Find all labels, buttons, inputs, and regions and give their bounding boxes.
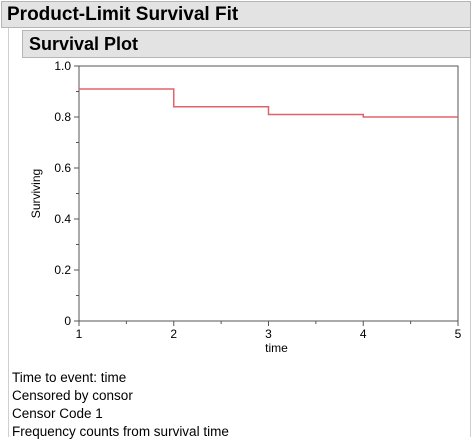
survival-plot-title: Survival Plot <box>29 34 139 54</box>
survival-plot-header[interactable]: Survival Plot <box>22 30 471 58</box>
x-tick-label: 5 <box>455 327 462 341</box>
y-tick-label: 0.6 <box>54 161 71 175</box>
y-tick-label: 0.8 <box>54 110 71 124</box>
survival-step-line <box>79 88 458 118</box>
y-axis-label: Surviving <box>29 169 43 218</box>
time-to-event-label: Time to event: time <box>12 370 127 385</box>
x-axis-label: time <box>265 341 288 355</box>
x-tick-label: 4 <box>360 327 367 341</box>
x-tick-label: 1 <box>76 327 83 341</box>
outline-rule-left <box>8 28 9 437</box>
plot-frame <box>78 65 459 322</box>
censored-by-label: Censored by consor <box>12 388 133 403</box>
report-header[interactable]: Product-Limit Survival Fit <box>1 1 471 28</box>
survival-plot-area: 0 0.2 0.4 0.6 0.8 1.0 1 2 3 4 5 time Surviving <box>0 58 474 366</box>
y-tick-label: 0 <box>64 314 71 328</box>
y-tick-label: 0.4 <box>54 212 71 226</box>
y-tick-label: 1.0 <box>54 59 71 73</box>
survival-chart: 0 0.2 0.4 0.6 0.8 1.0 1 2 3 4 5 time Surviving <box>29 59 462 355</box>
x-tick-label: 2 <box>170 327 177 341</box>
x-tick-label: 3 <box>265 327 272 341</box>
survival-info: Time to event: time Censored by consor C… <box>12 369 229 441</box>
report-title: Product-Limit Survival Fit <box>7 4 239 25</box>
frequency-label: Frequency counts from survival time <box>12 424 229 439</box>
y-tick-label: 0.2 <box>54 263 71 277</box>
censor-code-label: Censor Code 1 <box>12 406 103 421</box>
outline-rule-right <box>470 28 471 437</box>
